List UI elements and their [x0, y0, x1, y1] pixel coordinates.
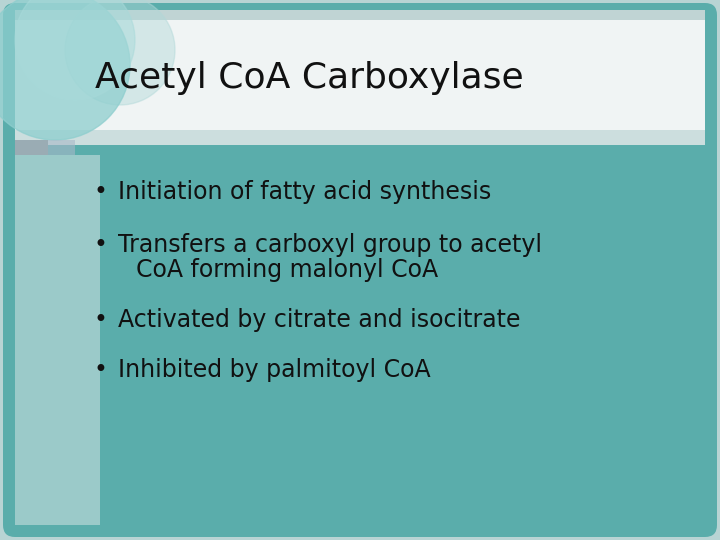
Polygon shape	[48, 140, 75, 155]
FancyBboxPatch shape	[15, 10, 705, 145]
Polygon shape	[15, 10, 705, 20]
Circle shape	[0, 0, 130, 140]
Circle shape	[15, 0, 135, 100]
Text: •: •	[93, 180, 107, 204]
Polygon shape	[15, 140, 48, 155]
Polygon shape	[15, 130, 705, 145]
FancyBboxPatch shape	[3, 3, 717, 537]
Polygon shape	[15, 155, 100, 525]
Text: Transfers a carboxyl group to acetyl: Transfers a carboxyl group to acetyl	[118, 233, 542, 257]
Text: •: •	[93, 233, 107, 257]
Text: CoA forming malonyl CoA: CoA forming malonyl CoA	[136, 258, 438, 282]
Text: •: •	[93, 358, 107, 382]
Text: •: •	[93, 308, 107, 332]
Circle shape	[65, 0, 175, 105]
Text: Acetyl CoA Carboxylase: Acetyl CoA Carboxylase	[95, 61, 523, 95]
Text: Initiation of fatty acid synthesis: Initiation of fatty acid synthesis	[118, 180, 491, 204]
Text: Activated by citrate and isocitrate: Activated by citrate and isocitrate	[118, 308, 521, 332]
Text: Inhibited by palmitoyl CoA: Inhibited by palmitoyl CoA	[118, 358, 431, 382]
